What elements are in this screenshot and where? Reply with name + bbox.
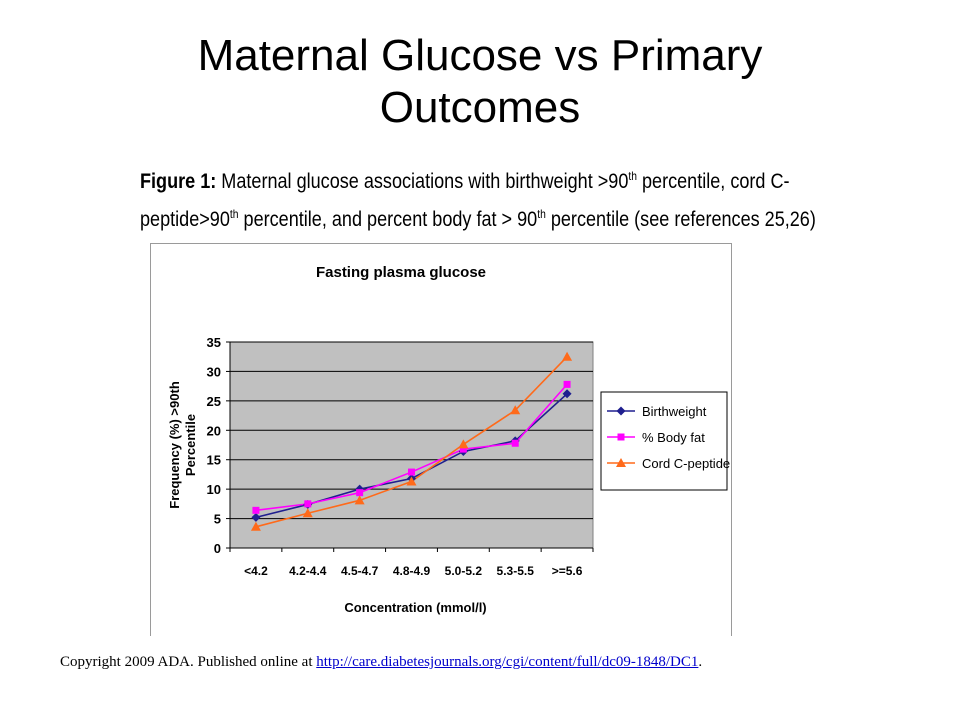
x-axis-label: Concentration (mmol/l) [344, 600, 486, 615]
data-point [252, 506, 260, 514]
data-point [562, 351, 573, 361]
data-point [250, 521, 261, 531]
data-point [356, 489, 364, 497]
data-point [562, 389, 572, 399]
caption-sup-2: th [229, 207, 239, 221]
source-link[interactable]: http://care.diabetesjournals.org/cgi/con… [316, 654, 699, 670]
x-tick-label: <4.2 [244, 564, 268, 578]
data-point [251, 512, 261, 522]
slide-title-line-2: Outcomes [379, 83, 581, 132]
y-tick-label: 30 [207, 364, 221, 379]
data-point [510, 405, 521, 415]
legend-marker [616, 458, 626, 467]
data-point [459, 445, 467, 453]
x-tick-label: 5.3-5.5 [497, 564, 535, 578]
copyright-suffix: . [698, 654, 703, 670]
data-point [563, 380, 571, 388]
copyright-footer: Copyright 2009 ADA. Published online at … [60, 654, 960, 671]
y-tick-label: 15 [207, 453, 221, 468]
caption-text-5: percentile (see references 25,26) [545, 208, 816, 231]
y-tick-label: 10 [207, 482, 221, 497]
chart-title: Fasting plasma glucose [316, 264, 486, 281]
figure-label: Figure 1: [140, 170, 217, 193]
slide-title-line-1: Maternal Glucose vs Primary [197, 31, 763, 80]
y-tick-label: 35 [207, 335, 221, 350]
y-axis-label: Percentile [183, 414, 198, 476]
legend-marker [617, 433, 625, 441]
legend-marker [616, 406, 626, 416]
plot-area [229, 341, 594, 549]
data-point [302, 508, 313, 518]
legend-label: Birthweight [642, 404, 707, 419]
y-tick-label: 25 [207, 394, 221, 409]
figure-caption: Figure 1: Maternal glucose associations … [140, 160, 816, 236]
slide-title: Maternal Glucose vs Primary Outcomes [0, 30, 960, 134]
caption-text-1: Maternal glucose associations with birth… [216, 170, 629, 193]
copyright-text: Copyright 2009 ADA. Published online at [60, 654, 317, 670]
data-point [406, 476, 417, 486]
line-chart: Fasting plasma glucose 0 5 10 15 20 25 30 35 <4.2… [167, 264, 730, 615]
caption-text-3: peptide>90 [140, 208, 230, 231]
chart-frame: Fasting plasma glucose 0 5 10 15 20 25 30 35 <4.2… [150, 243, 732, 636]
data-point [304, 500, 312, 508]
caption-sup-3: th [537, 207, 546, 221]
y-axis-label-group: Frequency (%) >90th Percentile [167, 381, 198, 509]
x-tick-label: 4.2-4.4 [289, 564, 327, 578]
data-point [511, 439, 519, 447]
caption-sup-1: th [628, 169, 637, 183]
x-tick-label: 5.0-5.2 [445, 564, 483, 578]
legend-label: % Body fat [642, 430, 705, 445]
x-tick-label: >=5.6 [552, 564, 583, 578]
y-tick-label: 5 [214, 512, 221, 527]
y-tick-label: 20 [207, 423, 221, 438]
data-point [354, 495, 365, 505]
data-point [458, 439, 469, 449]
legend-label: Cord C-peptide [642, 456, 730, 471]
caption-text-2: percentile, cord C- [636, 170, 790, 193]
data-point [408, 468, 415, 476]
x-tick-label: 4.5-4.7 [341, 564, 379, 578]
x-tick-label: 4.8-4.9 [393, 564, 431, 578]
y-tick-label: 0 [214, 541, 221, 556]
caption-text-4: percentile, and percent body fat > 90 [238, 208, 538, 231]
y-axis-label: Frequency (%) >90th [167, 381, 182, 509]
